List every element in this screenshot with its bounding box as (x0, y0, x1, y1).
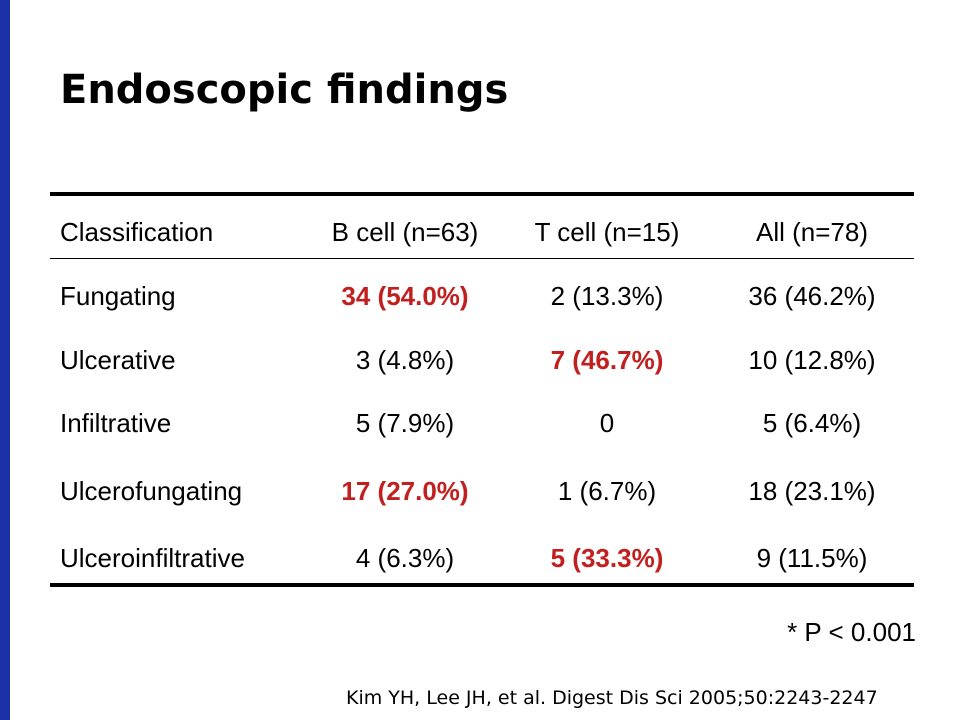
t-cell-value: 7 (46.7%) (550, 345, 664, 375)
b-cell-value: 5 (7.9%) (355, 408, 455, 438)
b-cell-value: 34 (54.0%) (341, 281, 469, 311)
row-label: Ulcerative (60, 345, 176, 375)
header-t-cell: T cell (n=15) (534, 217, 680, 247)
row-label: Ulceroinfiltrative (60, 543, 245, 573)
table-row: Ulcerative 3 (4.8%) 7 (46.7%) 10 (12.8%) (50, 340, 914, 380)
table-header-row: Classification B cell (n=63) T cell (n=1… (50, 212, 914, 252)
table-top-rule (50, 192, 914, 196)
table-header-rule (50, 258, 914, 259)
citation: Kim YH, Lee JH, et al. Digest Dis Sci 20… (346, 687, 878, 709)
b-cell-value: 4 (6.3%) (355, 543, 455, 573)
all-value: 9 (11.5%) (756, 543, 868, 573)
header-b-cell: B cell (n=63) (331, 217, 479, 247)
row-label: Infiltrative (60, 408, 172, 438)
header-all: All (n=78) (756, 217, 868, 247)
slide-side-bar (0, 0, 10, 720)
table-row: Infiltrative 5 (7.9%) 0 5 (6.4%) (50, 403, 914, 443)
table-row: Fungating 34 (54.0%) 2 (13.3%) 36 (46.2%… (50, 276, 914, 316)
t-cell-value: 0 (599, 408, 615, 438)
t-cell-value: 1 (6.7%) (557, 476, 657, 506)
table-bottom-rule (50, 583, 914, 587)
table-row: Ulcerofungating 17 (27.0%) 1 (6.7%) 18 (… (50, 471, 914, 511)
all-value: 18 (23.1%) (748, 476, 876, 506)
row-label: Ulcerofungating (60, 476, 243, 506)
p-value-note: * P < 0.001 (787, 617, 916, 647)
b-cell-value: 3 (4.8%) (355, 345, 455, 375)
all-value: 10 (12.8%) (748, 345, 876, 375)
all-value: 5 (6.4%) (762, 408, 862, 438)
b-cell-value: 17 (27.0%) (341, 476, 469, 506)
header-classification: Classification (60, 217, 214, 247)
slide-title: Endoscopic findings (60, 67, 509, 113)
row-label: Fungating (60, 281, 176, 311)
table-row: Ulceroinfiltrative 4 (6.3%) 5 (33.3%) 9 … (50, 538, 914, 578)
t-cell-value: 2 (13.3%) (550, 281, 664, 311)
t-cell-value: 5 (33.3%) (550, 543, 664, 573)
all-value: 36 (46.2%) (748, 281, 876, 311)
